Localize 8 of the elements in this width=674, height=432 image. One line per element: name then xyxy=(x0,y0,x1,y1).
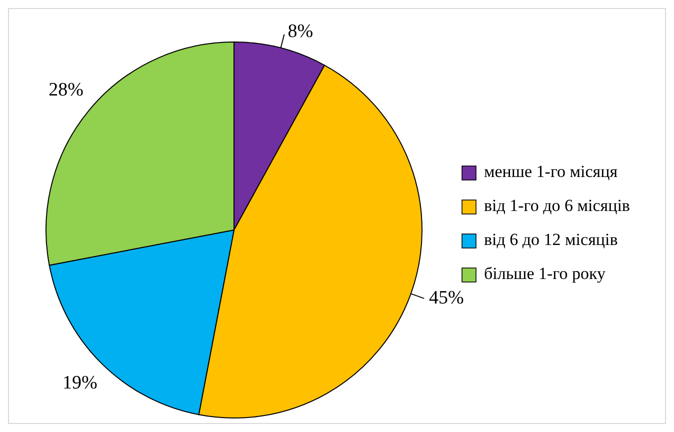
legend-label: менше 1-го місяця xyxy=(484,162,618,181)
legend-label: від 1-го до 6 місяців xyxy=(484,196,630,215)
data-label: 8% xyxy=(288,20,314,42)
data-label: 28% xyxy=(48,79,84,100)
data-label: 19% xyxy=(62,372,98,394)
legend-label: більше 1-го року xyxy=(484,264,606,283)
legend-label: від 6 до 12 місяців xyxy=(484,230,618,249)
data-label: 45% xyxy=(428,287,464,308)
